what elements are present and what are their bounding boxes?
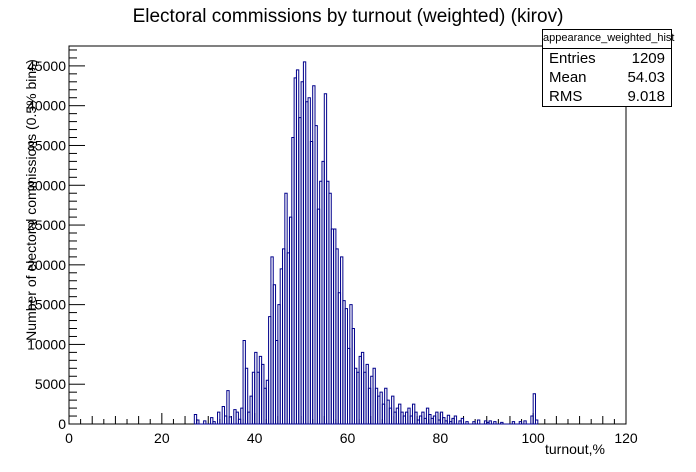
stats-row-mean: Mean 54.03 bbox=[543, 68, 671, 87]
y-tick-label: 25000 bbox=[27, 217, 66, 233]
histogram-bin bbox=[476, 419, 481, 424]
stats-row-rms: RMS 9.018 bbox=[543, 87, 671, 106]
rms-value: 9.018 bbox=[627, 88, 665, 105]
x-tick-label: 120 bbox=[614, 430, 638, 446]
x-axis-label: turnout,% bbox=[545, 441, 605, 457]
x-tick-label: 100 bbox=[521, 430, 545, 446]
entries-label: Entries bbox=[549, 50, 596, 67]
histogram-bin bbox=[226, 390, 230, 424]
histogram-bin bbox=[414, 411, 418, 424]
histogram-bin bbox=[221, 405, 225, 424]
y-tick-label: 15000 bbox=[27, 297, 66, 313]
stats-row-entries: Entries 1209 bbox=[543, 49, 671, 68]
y-tick-label: 45000 bbox=[27, 58, 66, 74]
histogram-bin bbox=[235, 411, 239, 424]
x-tick-label: 20 bbox=[154, 430, 170, 446]
y-tick-label: 30000 bbox=[27, 177, 66, 193]
histogram-bin bbox=[203, 420, 207, 424]
histogram-bin bbox=[532, 393, 536, 424]
y-tick-label: 0 bbox=[58, 416, 66, 432]
x-tick-label: 40 bbox=[247, 430, 263, 446]
histogram-bin bbox=[453, 415, 458, 424]
histogram-bin bbox=[534, 419, 539, 424]
histogram-bin bbox=[500, 421, 504, 424]
histogram-bin bbox=[193, 413, 198, 424]
histogram-bin bbox=[488, 420, 492, 424]
mean-label: Mean bbox=[549, 69, 587, 86]
histogram-bin bbox=[518, 421, 523, 424]
chart-title: Electoral commissions by turnout (weight… bbox=[132, 6, 564, 27]
entries-value: 1209 bbox=[631, 50, 665, 67]
histogram-bin bbox=[228, 416, 232, 424]
y-tick-label: 10000 bbox=[27, 336, 66, 352]
x-tick-label: 60 bbox=[340, 430, 356, 446]
histogram-bin bbox=[196, 419, 200, 424]
histogram-bin bbox=[472, 421, 476, 424]
histogram-bin bbox=[212, 421, 216, 424]
rms-label: RMS bbox=[549, 88, 583, 105]
stats-box-name: appearance_weighted_hist bbox=[543, 30, 675, 49]
histogram-bin bbox=[465, 421, 469, 424]
histogram-bin bbox=[244, 367, 249, 424]
y-tick-label: 20000 bbox=[27, 257, 66, 273]
histogram-bin bbox=[493, 421, 497, 424]
histogram-bin bbox=[217, 411, 221, 424]
y-axis: 0 5000 10000 15000 20000 25000 30000 35000 40000… bbox=[27, 49, 85, 432]
histogram-bin bbox=[511, 421, 516, 424]
x-tick-label: 0 bbox=[65, 430, 73, 446]
histogram-bin bbox=[523, 420, 527, 424]
histogram-bin bbox=[210, 417, 214, 424]
histogram-bin bbox=[391, 395, 395, 424]
histogram-bin bbox=[446, 414, 451, 424]
histogram-bin bbox=[460, 417, 465, 424]
histogram-bins bbox=[193, 61, 539, 425]
x-tick-label: 80 bbox=[433, 430, 449, 446]
stats-box: appearance_weighted_hist Entries 1209 Me… bbox=[542, 29, 675, 107]
histogram-bin bbox=[435, 411, 439, 424]
y-tick-label: 40000 bbox=[27, 98, 66, 114]
y-tick-label: 5000 bbox=[35, 376, 66, 392]
y-axis-label: Number of electoral commissions (0.5% bi… bbox=[23, 59, 39, 341]
mean-value: 54.03 bbox=[627, 69, 665, 86]
y-tick-label: 35000 bbox=[27, 137, 66, 153]
